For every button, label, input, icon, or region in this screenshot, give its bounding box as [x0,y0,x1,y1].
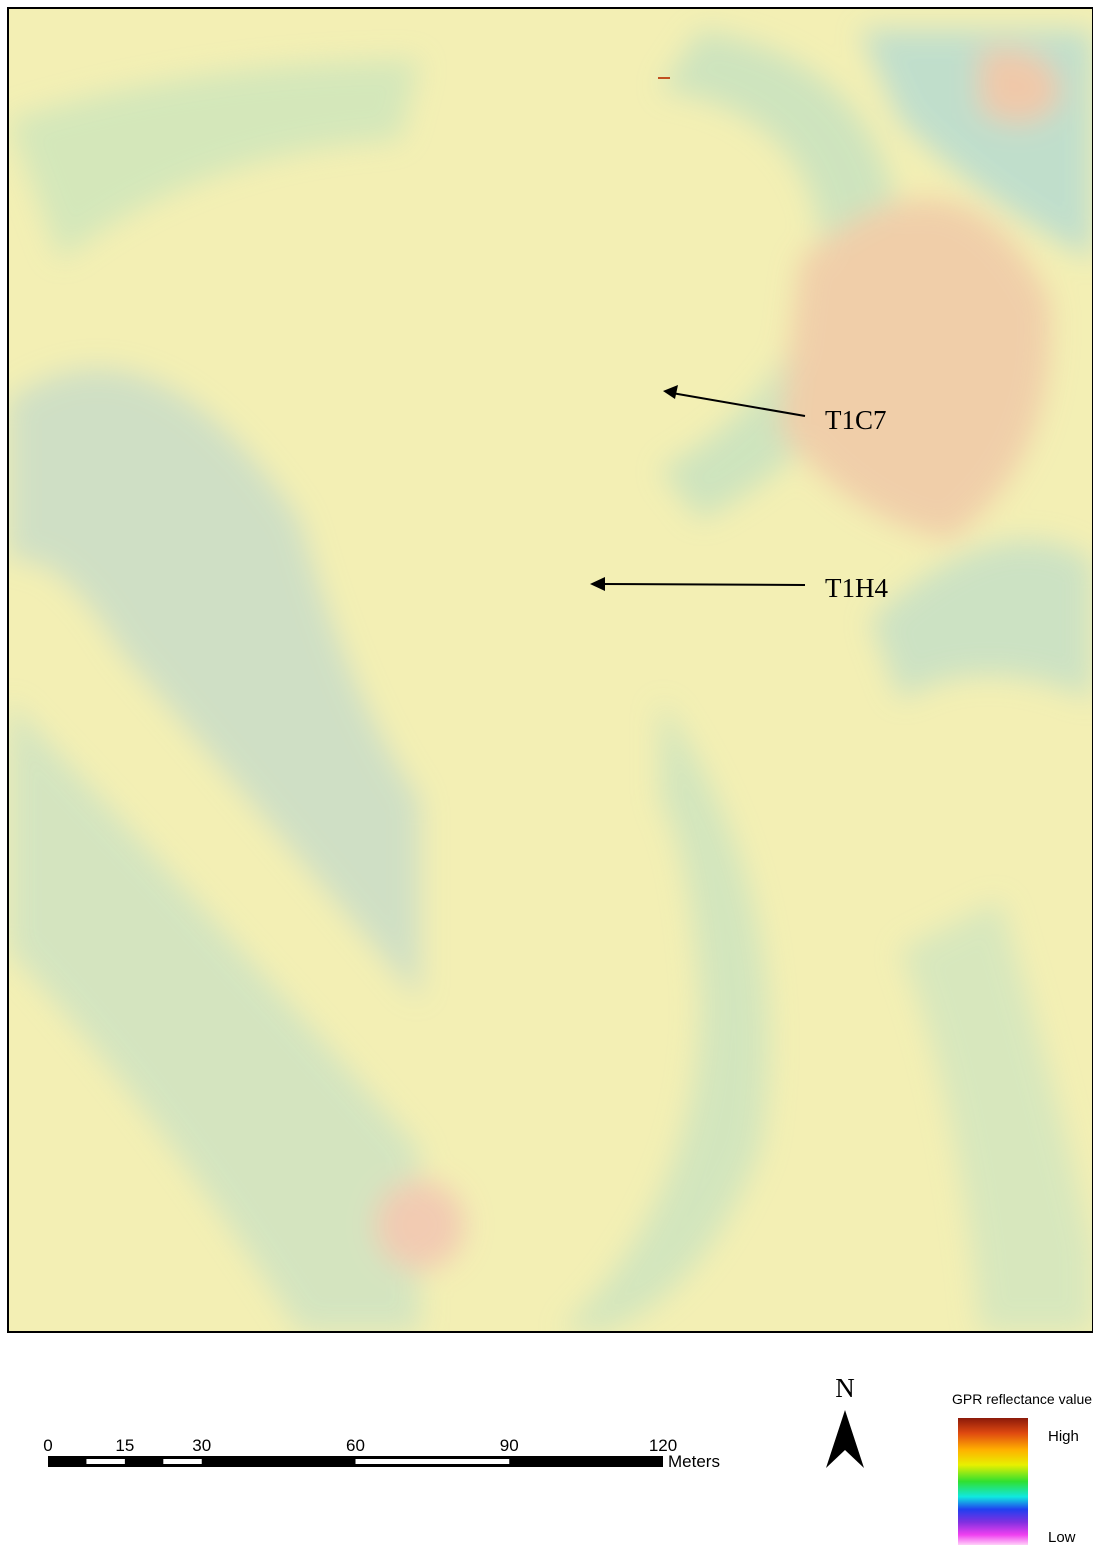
annotation-label: T1C7 [825,405,887,435]
legend-ramp [958,1418,1028,1545]
north-arrow [845,1410,864,1468]
annotation-arrow [600,584,805,585]
north-label: N [835,1373,855,1403]
scale-segment [86,1459,124,1464]
scale-tick-label: 30 [192,1436,211,1455]
scale-tick-label: 90 [500,1436,519,1455]
annotation-label: T1H4 [825,573,888,603]
scale-segment [163,1459,201,1464]
scale-unit: Meters [668,1452,720,1471]
north-arrow [826,1410,845,1468]
basemap [8,8,1093,1332]
scale-tick-label: 0 [43,1436,52,1455]
legend-low: Low [1048,1529,1076,1546]
map-figure: T1C7 T1H4 015306090120Meters N GPR refle… [0,0,1093,1547]
scale-segment [356,1459,510,1464]
page: T1C7 T1H4 015306090120Meters N GPR refle… [0,0,1093,1547]
legend-high: High [1048,1428,1079,1445]
marker [658,77,670,79]
scale-tick-label: 15 [115,1436,134,1455]
scale-tick-label: 60 [346,1436,365,1455]
legend-title: GPR reflectance value [952,1391,1092,1407]
